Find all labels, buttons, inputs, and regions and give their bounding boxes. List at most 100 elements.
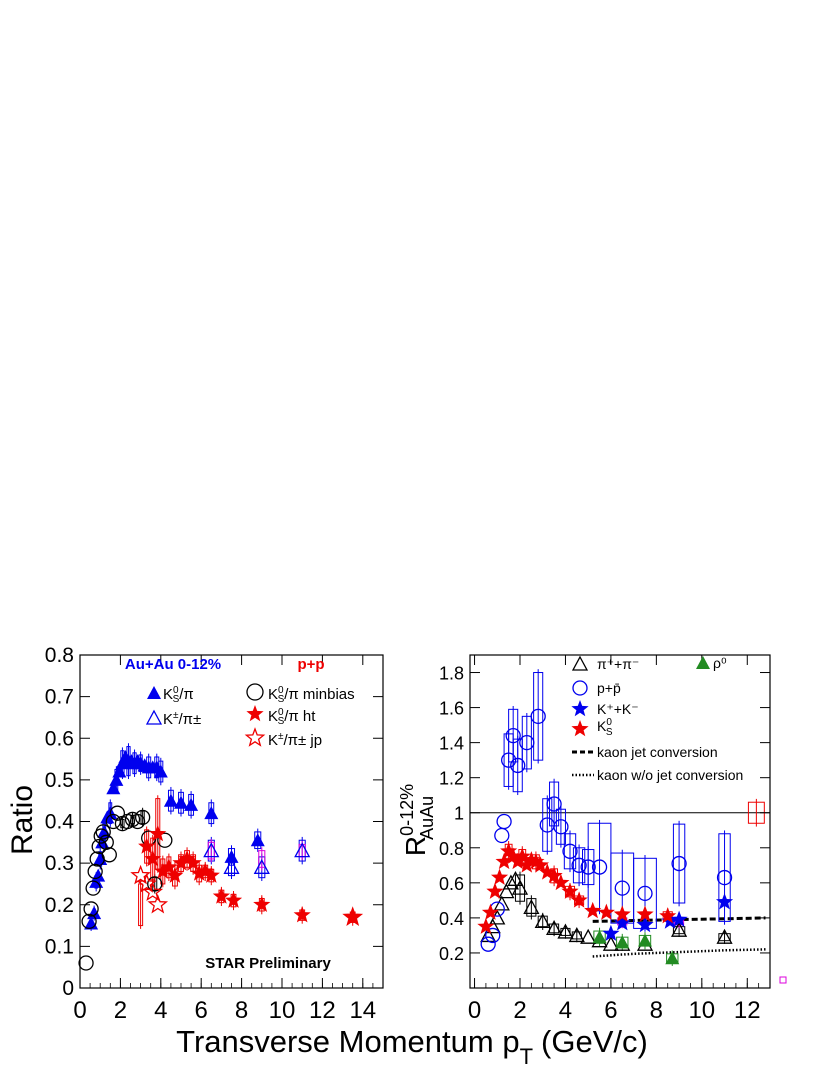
legend-label-k0s-pi: K0 S/π (163, 685, 194, 705)
data-point-series (580, 928, 597, 944)
legend-label-jp: K±/π± jp (268, 731, 322, 749)
data-point-k-minbias (81, 913, 97, 930)
legend-entry-kpm-pipm: K±/π± (145, 709, 201, 728)
y-tick-label: 0.7 (45, 686, 74, 709)
data-point-k-minbias (83, 901, 99, 917)
data-point-k-ht (212, 887, 230, 904)
data-point-kundefined (491, 868, 509, 885)
x-tick-label: 2 (513, 997, 526, 1024)
legend-marker-filled-triangle (147, 686, 161, 699)
legend-label-rho: ρ⁰ (713, 655, 727, 671)
data-point-series (534, 913, 551, 929)
x-axis-title: Transverse Momentum pT (GeV/c) (176, 1024, 648, 1069)
data-point-k-ht (184, 854, 202, 871)
data-point-k-minbias (98, 834, 114, 850)
data-point-k-jp (142, 881, 164, 901)
data-point-series (507, 870, 524, 886)
data-point-p-p (480, 936, 496, 952)
x-tick-label: 14 (349, 997, 376, 1024)
data-point-k-minbias (109, 805, 126, 821)
data-point-k (109, 772, 124, 786)
data-point-kundefined (486, 882, 504, 899)
data-point-k (184, 797, 199, 811)
legend-marker-open-triangle (145, 709, 163, 725)
y-tick-label: 1.6 (439, 699, 464, 719)
right-data-markers (477, 708, 734, 965)
data-point-series (568, 927, 585, 943)
data-point-k (91, 868, 106, 882)
y-tick-label: 1.2 (439, 769, 464, 789)
data-point-k-ht (154, 862, 172, 879)
data-point-series (602, 935, 619, 951)
legend-entry-k0s: K0 S (571, 717, 613, 738)
legend-label-ht: K0 S/π ht (268, 707, 316, 727)
y-tick-label: 1.8 (439, 664, 464, 684)
data-point-k-minbias (157, 832, 173, 848)
y-tick-label: 1.4 (439, 734, 464, 754)
y-tick-label: 0.4 (45, 811, 75, 834)
data-point-k (224, 849, 239, 863)
data-point-k-ht (253, 895, 271, 912)
left-x-ticks: 0 2 4 6 8 10 12 14 (73, 655, 384, 1024)
legend-label-pion: π⁺+π⁻ (597, 656, 639, 672)
left-systematic-boxes (89, 743, 356, 931)
data-point-series (511, 879, 529, 895)
data-point-p-p (530, 708, 546, 724)
data-point-p-p (562, 843, 578, 859)
data-point-k-minbias (95, 824, 111, 840)
left-data-markers (78, 749, 364, 971)
legend-label-k0s: K0 S (597, 717, 613, 738)
y-tick-label: 0.2 (45, 894, 74, 917)
data-point-p-p (505, 727, 521, 744)
data-point-kundefined (561, 882, 579, 899)
y-tick-label: 0.6 (45, 727, 74, 750)
data-point-p-p (485, 927, 501, 944)
data-point-p-p (510, 757, 526, 774)
y-tick-label: 0.5 (45, 769, 74, 792)
data-point-k-ht (160, 858, 178, 875)
data-point-k-k (670, 910, 688, 927)
data-point-series (592, 930, 607, 944)
right-plot-frame (469, 654, 771, 989)
y-tick-label: 0.2 (439, 944, 464, 964)
y-tick-label: 0.6 (439, 874, 464, 894)
data-point-kundefined (636, 905, 654, 922)
legend-entry-pion: π⁺+π⁻ (571, 655, 639, 672)
legend-entry-no-jet-conversion: kaon w/o jet conversion (572, 767, 743, 783)
data-point-kundefined (597, 903, 615, 920)
legend-entry-jp: K±/π± jp (244, 727, 322, 749)
data-point-kundefined (504, 847, 522, 864)
right-legend: π⁺+π⁻ p+p̄ K⁺+K⁻ K0 S kaon jet conversion… (571, 655, 743, 783)
legend-entry-kpm: K⁺+K⁻ (571, 700, 639, 717)
legend-label-proton: p+p̄ (597, 680, 621, 696)
right-panel: 0 2 4 6 8 10 12 0.2 0.4 0.6 0.8 1 1.2 1.4 1.6 1.8 R0-1… (397, 654, 787, 1024)
data-point-k-ht (144, 850, 162, 867)
data-point-p-p (553, 819, 569, 835)
y-tick-label: 0.8 (439, 839, 464, 859)
left-y-axis-label: Ratio (6, 785, 39, 855)
data-point-k (250, 833, 265, 847)
right-x-ticks: 0 2 4 6 8 10 12 (468, 655, 771, 1024)
data-point-k-jp (136, 873, 157, 893)
data-point-kundefined (509, 852, 527, 870)
data-point-k-k (613, 914, 631, 931)
data-point-k-jp (147, 893, 169, 914)
x-tick-label: 6 (195, 997, 208, 1024)
legend-label-minbias: K0 S/π minbias (268, 685, 355, 705)
data-point-p-p (546, 796, 562, 812)
data-point-kundefined (477, 917, 495, 934)
star-preliminary-label: STAR Preliminary (205, 955, 331, 972)
data-point-kundefined (531, 856, 549, 873)
x-tick-label: 6 (604, 997, 617, 1024)
stray-magenta-marker (779, 976, 787, 984)
data-point-p-p (494, 827, 510, 844)
x-tick-label: 12 (734, 997, 761, 1024)
data-point-p-p (614, 880, 630, 896)
legend-entry-k0s-pi: K0 S/π (147, 685, 194, 705)
data-point-p-p (500, 752, 517, 768)
data-point-p-p (571, 857, 587, 873)
data-point-k (106, 781, 121, 795)
data-point-series (493, 895, 510, 911)
data-point-k (112, 764, 127, 778)
